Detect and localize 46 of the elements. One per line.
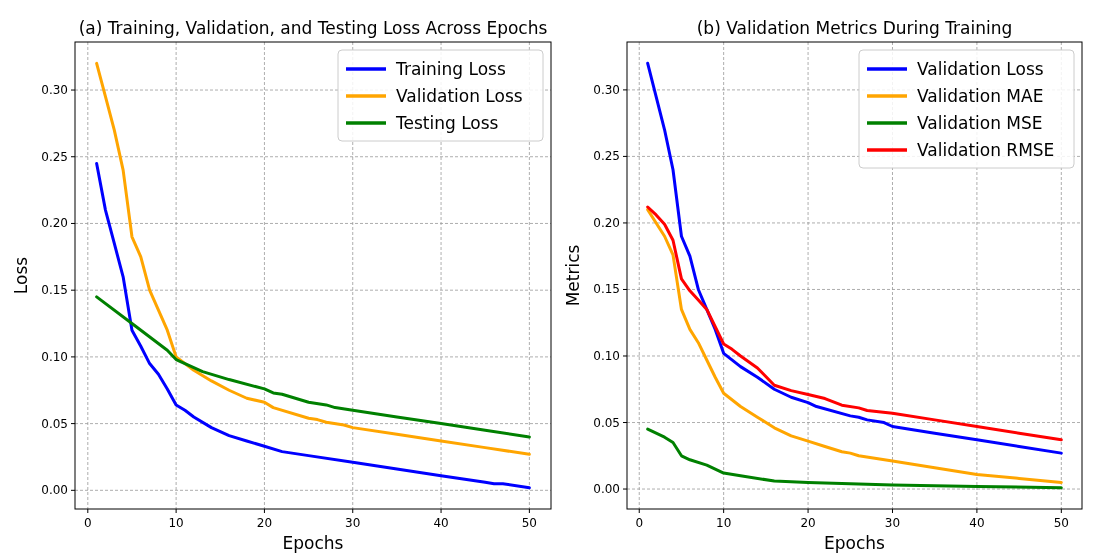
x-tick-label: 0 (635, 516, 644, 530)
x-tick-label: 30 (884, 516, 901, 530)
y-tick-label: 0.30 (41, 83, 68, 98)
line-series (646, 208, 1063, 484)
line-series (95, 61, 531, 456)
y-tick-label: 0.00 (41, 483, 68, 498)
x-tick-label: 30 (345, 516, 361, 530)
x-tick-label: 10 (168, 516, 184, 530)
line-series (95, 161, 531, 490)
y-tick-label: 0.15 (41, 283, 68, 298)
y-tick-label: 0.05 (41, 416, 68, 431)
y-tick-label: 0.10 (41, 349, 68, 364)
line-series (646, 61, 1063, 455)
x-tick-label: 20 (256, 516, 273, 530)
line-series (95, 295, 531, 439)
x-tick-label: 40 (433, 516, 449, 530)
chart-title: (b) Validation Metrics During Training (696, 18, 1013, 38)
legend-label: Validation MSE (917, 113, 1043, 133)
x-tick-label: 0 (83, 516, 92, 530)
y-tick-label: 0.10 (593, 348, 620, 363)
x-tick-label: 20 (800, 516, 816, 530)
y-tick-label: 0.25 (593, 149, 620, 164)
line-series (646, 427, 1063, 490)
x-axis-title: Epochs (824, 533, 886, 553)
x-tick-label: 50 (1053, 516, 1069, 530)
y-tick-label: 0.30 (593, 82, 620, 97)
y-axis-title: Metrics (563, 244, 583, 307)
x-tick-label: 50 (521, 516, 537, 530)
legend-label: Testing Loss (395, 113, 499, 133)
legend-label: Training Loss (395, 59, 506, 79)
line-series (646, 205, 1063, 442)
y-tick-label: 0.25 (41, 149, 68, 164)
y-tick-label: 0.20 (593, 215, 620, 230)
legend-label: Validation Loss (917, 59, 1044, 79)
legend-label: Validation MAE (917, 86, 1044, 106)
chart-title: (a) Training, Validation, and Testing Loss Across Epochs (78, 18, 548, 38)
y-axis-title: Loss (11, 256, 31, 295)
x-tick-label: 40 (969, 516, 985, 530)
y-tick-label: 0.00 (593, 482, 620, 497)
x-axis-title: Epochs (282, 533, 344, 553)
legend-label: Validation RMSE (917, 140, 1055, 160)
y-tick-label: 0.15 (593, 282, 620, 297)
x-tick-label: 10 (716, 516, 732, 530)
y-tick-label: 0.05 (593, 415, 620, 430)
legend-label: Validation Loss (396, 86, 523, 106)
y-tick-label: 0.20 (41, 216, 68, 231)
